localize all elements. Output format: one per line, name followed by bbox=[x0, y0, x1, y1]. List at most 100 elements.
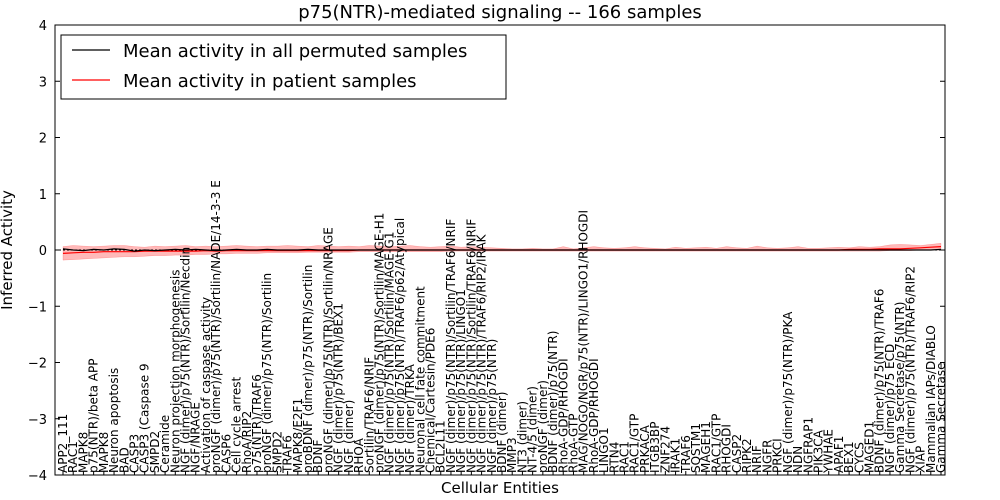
x-axis-ticks bbox=[62, 471, 942, 475]
x-category-label: MAPK8 bbox=[76, 432, 90, 473]
x-category-label: proBDNF (dimer)/p75(NTR)/Sortilin bbox=[301, 265, 315, 473]
y-axis-label: Inferred Activity bbox=[0, 190, 16, 310]
x-category-label: NRIF bbox=[750, 445, 764, 473]
x-category-label: RhoA-GDP/RHOGDI bbox=[556, 358, 570, 473]
x-category-label: RAC1/GTP bbox=[709, 414, 723, 473]
y-axis-ticks: 4 3 2 1 0 −1 −2 −3 −4 bbox=[28, 19, 945, 484]
x-category-label: proNGF (dimer)/p75(NTR)/Sortilin/NRAGE bbox=[321, 227, 335, 473]
x-category-label: RhoA-GDP/RHOGDI bbox=[587, 358, 601, 473]
y-tick-label: 0 bbox=[39, 244, 47, 259]
x-category-label: MAPK8/E2F1 bbox=[291, 398, 305, 473]
x-axis-label: Cellular Entities bbox=[441, 479, 559, 497]
x-category-label: RHOGDI bbox=[720, 424, 734, 473]
x-category-label: proNGF (dimer) bbox=[536, 380, 550, 473]
x-category-label: BDNF (dimer)/p75(NTR) bbox=[546, 331, 560, 473]
x-category-label: NGF (dimer)/p75(NTR)/TRAF6/RIP2/IRAK bbox=[475, 233, 489, 473]
x-category-label: CASP3 bbox=[128, 434, 142, 473]
x-category-label: proNGF (dimer)/p75(NTR)/Sortilin bbox=[260, 273, 274, 473]
x-category-label: SMPD2 bbox=[270, 431, 284, 473]
x-category-label: NT-4/5 (dimer) bbox=[526, 386, 540, 473]
x-category-label: ZNF274 bbox=[658, 426, 672, 473]
x-category-label: Gamma Secretase bbox=[934, 362, 948, 473]
x-category-label: RAC1 bbox=[66, 441, 80, 473]
x-category-label: RIPK2 bbox=[740, 438, 754, 473]
x-category-label: APAF1 bbox=[832, 436, 846, 473]
x-category-label: Cell cycle arrest bbox=[230, 377, 244, 473]
x-category-label: BDNF (dimer) bbox=[495, 392, 509, 474]
x-category-label: proNGF (dimer)/p75(NTR)/Sortilin/MAGE-H1 bbox=[373, 213, 387, 473]
x-category-label: Activation of caspase activity bbox=[199, 297, 213, 473]
x-category-label: LINGO1 bbox=[597, 427, 611, 473]
x-category-label: BEX1 bbox=[842, 441, 856, 473]
legend: Mean activity in all permuted samples Me… bbox=[60, 34, 507, 100]
x-category-label: CASP2 bbox=[730, 434, 744, 473]
x-category-label: SQSTM1 bbox=[689, 423, 703, 473]
x-category-label: NGF (dimer) bbox=[342, 400, 356, 473]
x-category-label: PRKCI bbox=[771, 438, 785, 473]
x-category-label: CASP6 bbox=[219, 434, 233, 473]
permuted-mean-line bbox=[62, 248, 942, 252]
x-category-label: NGF (dimer)/p75(NTR)/Sortilin/Necdin bbox=[179, 247, 193, 473]
x-category-label: MMP3 bbox=[505, 437, 519, 473]
x-category-label: Neuron apoptosis bbox=[107, 368, 121, 473]
x-category-label: NDN bbox=[791, 446, 805, 473]
series-line-layer bbox=[62, 246, 942, 254]
x-category-label: NT3 (dimer) bbox=[515, 401, 529, 473]
legend-label-patient: Mean activity in patient samples bbox=[123, 71, 417, 92]
x-category-label: TRAF6 bbox=[281, 435, 295, 474]
y-tick-label: 4 bbox=[39, 19, 47, 34]
plot-frame bbox=[54, 24, 946, 476]
x-category-label: RHOA bbox=[352, 437, 366, 473]
x-category-label: BDNF bbox=[311, 440, 325, 473]
y-tick-label: −3 bbox=[28, 413, 47, 428]
x-category-label: XIAP bbox=[914, 446, 928, 473]
y-tick-label: 3 bbox=[39, 75, 47, 90]
x-category-label: NGF/NRAGE bbox=[189, 402, 203, 473]
x-category-label: ITGB3BP bbox=[648, 421, 662, 473]
x-category-label: BAD bbox=[117, 447, 131, 473]
x-category-label: YWHAE bbox=[822, 429, 836, 474]
x-category-label: Neuron projection morphogenesis bbox=[168, 270, 182, 474]
x-category-label: NGF (dimer)/p75(NTR)/BEX1 bbox=[332, 303, 346, 473]
x-category-label: NGF (dimer)/p75(NTR)/PKA bbox=[781, 311, 795, 473]
x-category-label: Chemical/Cartesin/PDE6 bbox=[424, 328, 438, 473]
x-category-label: Ceramide bbox=[158, 415, 172, 473]
legend-box bbox=[60, 34, 507, 100]
x-category-label: MAGED1 bbox=[863, 421, 877, 473]
x-category-label: NGF (dimer)/p75 ECD bbox=[883, 344, 897, 473]
x-category-label: RTN4 bbox=[607, 442, 621, 473]
x-category-label: NGF (dimer)/p75(NTR)/TRAF6/p62/Atypical bbox=[393, 218, 407, 473]
y-tick-label: 2 bbox=[39, 132, 47, 147]
x-category-label: BCL2L11 bbox=[434, 420, 448, 473]
x-category-label: MAGEH1 bbox=[699, 421, 713, 473]
x-category-label: CYCS bbox=[852, 442, 866, 473]
y-tick-label: −4 bbox=[28, 469, 47, 484]
x-category-label: NGFR bbox=[760, 439, 774, 473]
y-tick-label: −2 bbox=[28, 357, 47, 372]
x-category-label: Mammalian IAPs/DIABLO bbox=[924, 325, 938, 473]
y-tick-label: −1 bbox=[28, 300, 47, 315]
x-category-label: RAC1 bbox=[618, 441, 632, 473]
x-category-label: CASP3 (Caspase 9 bbox=[138, 363, 152, 473]
x-category-label: p75(NTR)/beta APP bbox=[87, 359, 101, 474]
x-category-label: proNGF (dimer)/p75(NTR)/Sortilin/NADE/14… bbox=[209, 180, 223, 473]
x-category-label: NGF (dimer)/p75(NTR)/Sortilin/TRAF6/NRIF bbox=[444, 219, 458, 473]
legend-label-permuted: Mean activity in all permuted samples bbox=[123, 41, 467, 62]
x-category-label: Gamma Secretase/p75(NTR) bbox=[893, 302, 907, 473]
x-category-label: BDNF (dimer)/p75(NTR)/TRAF6 bbox=[873, 289, 887, 473]
x-category-label: RAC1/GTP bbox=[628, 414, 642, 473]
chart-title: p75(NTR)-mediated signaling -- 166 sampl… bbox=[298, 2, 702, 23]
x-category-label: p75(NTR)/TRAF6 bbox=[250, 374, 264, 473]
x-category-label: IRAK1 bbox=[669, 438, 683, 473]
x-category-label: NGF (dimer)/p75(NTR)/Sortilin/TRAF6/NRIF bbox=[464, 219, 478, 473]
x-category-label: RhoA-GTP bbox=[567, 414, 581, 473]
x-category-label: Neuronal cell fate commitment bbox=[413, 286, 427, 473]
x-category-label: TRAF6 bbox=[679, 435, 693, 474]
x-category-label: MAPK8 bbox=[97, 432, 111, 473]
x-category-label: NGF (dimer)/p75(NTR)/Sortilin/MAGE-G1 bbox=[383, 232, 397, 473]
x-category-label: APP2_111 bbox=[56, 414, 70, 473]
x-category-label: SMPD2 bbox=[148, 431, 162, 473]
x-category-label: RhoA/RIP2 bbox=[240, 411, 254, 473]
